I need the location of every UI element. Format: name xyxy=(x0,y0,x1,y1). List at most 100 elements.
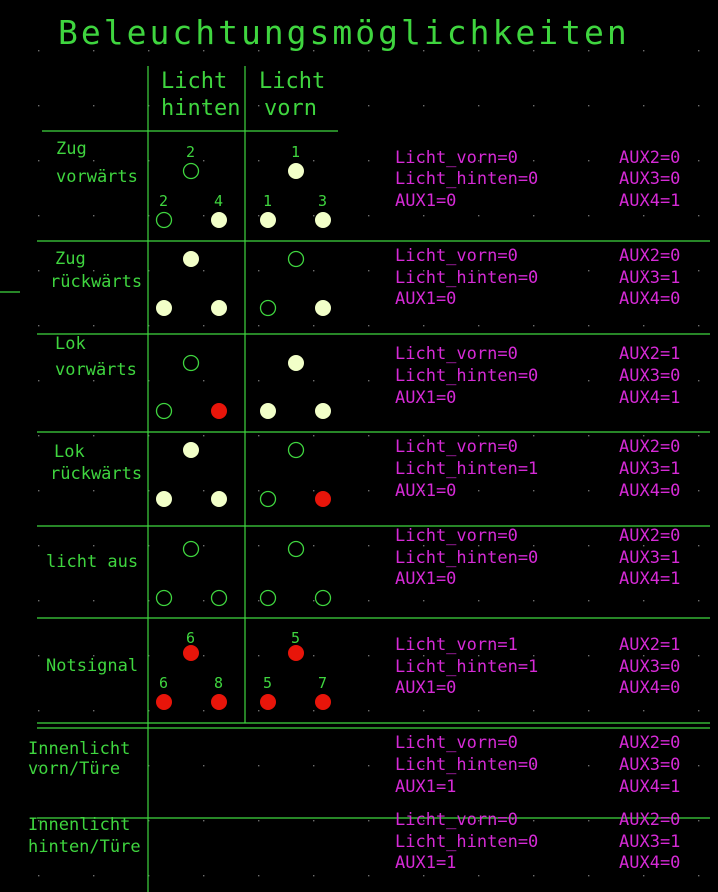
grid-dot xyxy=(698,435,700,437)
grid-dot xyxy=(368,270,370,272)
value-licht-hinten: Licht_hinten=0 xyxy=(395,268,539,288)
grid-dot xyxy=(93,435,95,437)
value-licht-vorn: Licht_vorn=0 xyxy=(395,246,518,266)
grid-dot xyxy=(588,215,590,217)
row-label: Innenlicht xyxy=(28,739,131,759)
grid-dot xyxy=(313,600,315,602)
lamp-number: 3 xyxy=(318,192,328,210)
grid-dot xyxy=(38,50,40,52)
grid-dot xyxy=(423,50,425,52)
grid-dot xyxy=(203,545,205,547)
grid-dot xyxy=(93,325,95,327)
value-licht-hinten: Licht_hinten=0 xyxy=(395,548,539,568)
grid-dot xyxy=(93,710,95,712)
grid-dot xyxy=(368,545,370,547)
grid-dot xyxy=(93,545,95,547)
grid-dot xyxy=(313,435,315,437)
grid-dot xyxy=(643,655,645,657)
row-label: Notsignal xyxy=(46,656,139,676)
grid-dot xyxy=(148,50,150,52)
grid-dot xyxy=(533,600,535,602)
front-left-lamp xyxy=(259,589,277,607)
grid-dot xyxy=(478,545,480,547)
diagram-title: Beleuchtungsmöglichkeiten xyxy=(58,13,630,52)
grid-dot xyxy=(423,820,425,822)
grid-dot xyxy=(588,765,590,767)
value-aux3: AUX3=1 xyxy=(619,268,681,288)
grid-dot xyxy=(148,380,150,382)
grid-dot xyxy=(698,875,700,877)
lamp-number: 5 xyxy=(263,674,273,692)
grid-dot xyxy=(698,50,700,52)
grid-dot xyxy=(698,490,700,492)
grid-dot xyxy=(93,490,95,492)
grid-dot xyxy=(533,215,535,217)
grid-dot xyxy=(368,325,370,327)
grid-dot xyxy=(93,105,95,107)
grid-dot xyxy=(38,875,40,877)
grid-dot xyxy=(533,875,535,877)
grid-dot xyxy=(313,875,315,877)
grid-dot xyxy=(313,655,315,657)
grid-dot xyxy=(203,490,205,492)
row-label: rückwärts xyxy=(50,464,143,484)
grid-dot xyxy=(478,380,480,382)
grid-dot xyxy=(533,655,535,657)
value-licht-vorn: Licht_vorn=0 xyxy=(395,148,518,168)
grid-dot xyxy=(203,710,205,712)
value-licht-vorn: Licht_vorn=0 xyxy=(395,344,518,364)
grid-dot xyxy=(368,380,370,382)
grid-dot xyxy=(203,270,205,272)
grid-dot xyxy=(258,105,260,107)
grid-dot xyxy=(258,820,260,822)
grid-dot xyxy=(38,160,40,162)
grid-dot xyxy=(533,710,535,712)
grid-dot xyxy=(643,380,645,382)
grid-dot xyxy=(643,545,645,547)
grid-dot xyxy=(643,710,645,712)
row-label: rückwärts xyxy=(50,272,143,292)
grid-dot xyxy=(313,50,315,52)
value-aux2: AUX2=1 xyxy=(619,344,681,364)
front-top-lamp xyxy=(288,645,304,661)
value-aux4: AUX4=0 xyxy=(619,289,681,309)
grid-dot xyxy=(478,655,480,657)
row-label: vorn/Türe xyxy=(28,759,121,779)
grid-dot xyxy=(423,435,425,437)
header-front-line1: Licht xyxy=(259,69,326,94)
value-aux2: AUX2=0 xyxy=(619,148,681,168)
grid-dot xyxy=(258,380,260,382)
grid-dot xyxy=(423,765,425,767)
rear-left-lamp xyxy=(156,491,172,507)
lamp-number: 2 xyxy=(186,143,196,161)
grid-dot xyxy=(148,160,150,162)
grid-dot xyxy=(533,50,535,52)
rear-left-lamp xyxy=(155,402,173,420)
rear-left-lamp xyxy=(156,694,172,710)
lamp-number: 6 xyxy=(186,629,196,647)
front-top-lamp xyxy=(287,540,305,558)
grid-dot xyxy=(203,655,205,657)
value-aux4: AUX4=1 xyxy=(619,569,681,589)
header-rear-line2: hinten xyxy=(161,96,241,121)
grid-dot xyxy=(423,710,425,712)
grid-dot xyxy=(258,50,260,52)
grid-dot xyxy=(423,215,425,217)
front-left-lamp xyxy=(260,212,276,228)
row-label: Zug xyxy=(55,249,86,269)
grid-dot xyxy=(38,545,40,547)
grid-dot xyxy=(93,50,95,52)
value-licht-hinten: Licht_hinten=0 xyxy=(395,169,539,189)
grid-dot xyxy=(643,600,645,602)
grid-dot xyxy=(258,765,260,767)
grid-dot xyxy=(258,710,260,712)
grid-dot xyxy=(258,160,260,162)
grid-dot xyxy=(313,765,315,767)
row-label: Innenlicht xyxy=(28,815,131,835)
grid-dot xyxy=(643,50,645,52)
grid-dot xyxy=(588,600,590,602)
grid-dot xyxy=(643,270,645,272)
grid-dot xyxy=(588,435,590,437)
value-aux3: AUX3=0 xyxy=(619,755,681,775)
grid-dot xyxy=(478,710,480,712)
